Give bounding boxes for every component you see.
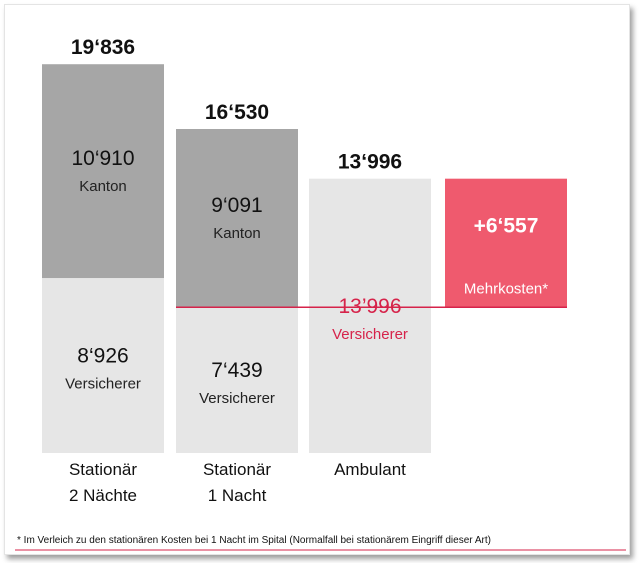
difference-box <box>445 178 567 308</box>
insurer-value-label: 8‘926 <box>77 345 128 368</box>
category-label: Stationär <box>203 460 271 479</box>
insurer-value-label: 13’996 <box>338 295 401 318</box>
difference-description: zu Lasten der <box>461 305 552 322</box>
canton-series-label: Kanton <box>213 225 261 242</box>
difference-description: Prämienzahler <box>458 329 555 346</box>
category-label: Stationär <box>69 460 137 479</box>
bar-insurer-segment <box>309 178 431 453</box>
bar-total-label: 19‘836 <box>71 36 135 59</box>
insurer-series-label: Versicherer <box>332 326 408 343</box>
bar-insurer-segment <box>42 278 164 453</box>
insurer-series-label: Versicherer <box>65 376 141 393</box>
bar-total-label: 16‘530 <box>205 101 269 124</box>
category-label: 2 Nächte <box>69 486 137 505</box>
bar-canton-segment <box>176 129 298 308</box>
footnote: * Im Verleich zu den stationären Kosten … <box>17 535 491 546</box>
insurer-series-label: Versicherer <box>199 390 275 407</box>
canton-value-label: 10‘910 <box>71 147 134 170</box>
difference-value-label: +6‘557 <box>474 215 539 238</box>
insurer-value-label: 7‘439 <box>211 359 262 382</box>
difference-description: Mehrkosten* <box>464 281 548 298</box>
canton-value-label: 9‘091 <box>211 194 262 217</box>
category-label: 1 Nacht <box>208 486 267 505</box>
bar-canton-segment <box>42 64 164 279</box>
category-label: Ambulant <box>334 460 406 479</box>
bar-insurer-segment <box>176 307 298 453</box>
canton-series-label: Kanton <box>79 178 127 195</box>
bar-total-label: 13‘996 <box>338 151 402 174</box>
